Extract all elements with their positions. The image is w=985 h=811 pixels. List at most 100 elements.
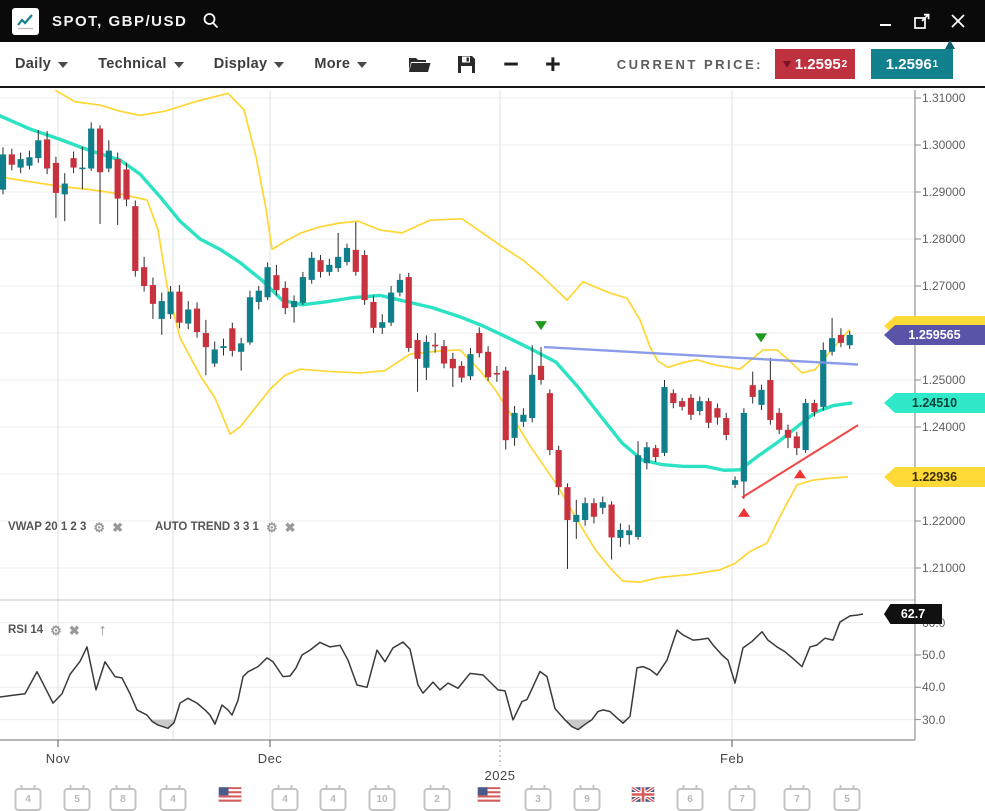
calendar-event-icon[interactable]: 2 [424,788,451,811]
candle[interactable] [503,371,509,441]
candle[interactable] [79,168,85,170]
candle[interactable] [388,293,394,323]
uk-flag-icon[interactable] [632,787,655,807]
calendar-event-icon[interactable]: 3 [525,788,552,811]
candle[interactable] [538,366,544,380]
candle[interactable] [635,455,641,537]
calendar-event-icon[interactable]: 5 [834,788,861,811]
search-icon[interactable] [201,11,221,31]
candle[interactable] [70,158,76,167]
us-flag-icon[interactable] [478,787,501,807]
candle[interactable] [88,129,94,169]
candle[interactable] [670,393,676,403]
candle[interactable] [256,291,262,302]
candle[interactable] [556,450,562,487]
candle[interactable] [106,151,112,169]
candle[interactable] [785,430,791,438]
candle[interactable] [617,530,623,538]
candle[interactable] [591,503,597,517]
candle[interactable] [750,385,756,397]
candle[interactable] [212,349,218,363]
display-dropdown[interactable]: Display [214,56,285,72]
candle[interactable] [397,280,403,293]
candle[interactable] [406,277,412,348]
gear-icon[interactable]: ⚙ [50,625,62,636]
candle[interactable] [494,373,500,375]
close-icon[interactable]: ✖ [69,625,80,636]
candle[interactable] [732,480,738,485]
candle[interactable] [167,292,173,315]
candle[interactable] [511,413,517,438]
candle[interactable] [608,505,614,538]
candle[interactable] [18,159,24,167]
candle[interactable] [688,398,694,415]
zoom-out-button[interactable]: − [503,54,519,74]
candle[interactable] [741,413,747,482]
candle[interactable] [653,448,659,457]
candle[interactable] [838,335,844,343]
calendar-event-icon[interactable]: 4 [320,788,347,811]
candle[interactable] [53,163,59,193]
timeframe-dropdown[interactable]: Daily [15,56,68,72]
candle[interactable] [247,297,253,342]
candle[interactable] [820,350,826,407]
candle[interactable] [811,403,817,412]
candle[interactable] [697,401,703,411]
technical-dropdown[interactable]: Technical [98,56,184,72]
candle[interactable] [459,366,465,378]
candle[interactable] [529,375,535,418]
candle[interactable] [62,184,68,195]
candle[interactable] [485,352,491,377]
calendar-event-icon[interactable]: 4 [160,788,187,811]
candle[interactable] [194,309,200,333]
candle[interactable] [309,258,315,280]
candle[interactable] [794,436,800,448]
candle[interactable] [706,401,712,423]
save-icon[interactable] [456,54,477,75]
candle[interactable] [520,415,526,422]
candle[interactable] [123,169,129,199]
more-dropdown[interactable]: More [314,56,367,72]
candle[interactable] [326,265,332,272]
candle[interactable] [9,154,15,164]
calendar-event-icon[interactable]: 4 [15,788,42,811]
candle[interactable] [776,413,782,430]
candle[interactable] [644,447,650,463]
candle[interactable] [573,515,579,522]
candle[interactable] [132,206,138,271]
candle[interactable] [362,255,368,300]
zoom-in-button[interactable]: + [545,54,561,74]
candle[interactable] [159,301,165,319]
calendar-event-icon[interactable]: 4 [272,788,299,811]
candle[interactable] [44,139,50,168]
candle[interactable] [714,408,720,417]
candle[interactable] [450,359,456,368]
candle[interactable] [229,328,235,351]
price-chart-canvas[interactable] [0,90,985,810]
candle[interactable] [370,302,376,328]
candle[interactable] [291,301,297,307]
candle[interactable] [282,288,288,308]
close-icon[interactable] [945,8,971,34]
candle[interactable] [203,333,209,347]
candle[interactable] [476,333,482,353]
candle[interactable] [600,502,606,508]
candle[interactable] [35,140,41,158]
candle[interactable] [300,277,306,303]
candle[interactable] [0,154,6,189]
close-icon[interactable]: ✖ [112,522,123,533]
gear-icon[interactable]: ⚙ [266,522,278,533]
open-folder-icon[interactable] [407,54,432,74]
candle[interactable] [847,335,853,345]
candle[interactable] [273,275,279,290]
candle[interactable] [115,159,121,198]
candle[interactable] [441,346,447,363]
candle[interactable] [467,354,473,376]
candle[interactable] [353,250,359,272]
candle[interactable] [547,393,553,450]
candle[interactable] [582,503,588,520]
candle[interactable] [238,343,244,351]
candle[interactable] [344,248,350,262]
